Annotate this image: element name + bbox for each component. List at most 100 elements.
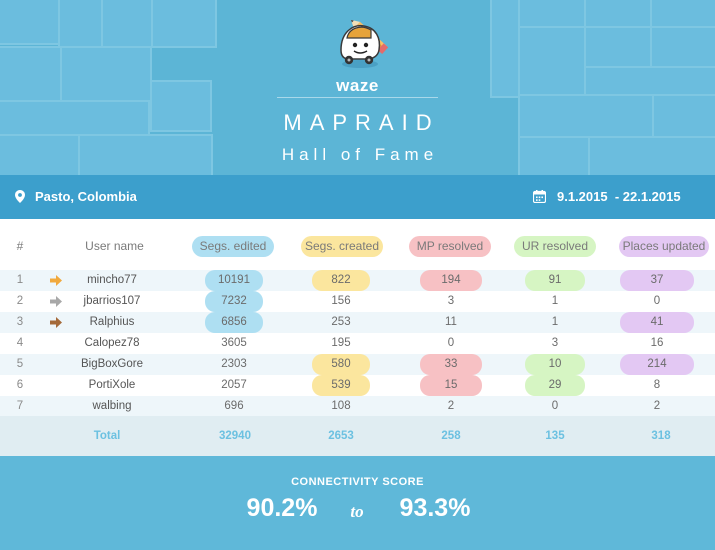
connectivity-score-panel: CONNECTIVITY SCORE 90.2% to 93.3% bbox=[0, 456, 715, 550]
bg-tile bbox=[78, 134, 213, 175]
brand-name: waze bbox=[336, 76, 379, 95]
column-header-user-name: User name bbox=[85, 239, 144, 253]
column-header-segs-created: Segs. created bbox=[301, 236, 383, 257]
map-pin-icon bbox=[15, 190, 25, 203]
bg-tile bbox=[58, 0, 103, 48]
places-updated-value: 0 bbox=[653, 295, 661, 307]
connectivity-score-label: CONNECTIVITY SCORE bbox=[291, 476, 424, 488]
gold-rank-arrow-icon bbox=[50, 275, 62, 286]
segs-created-value: 108 bbox=[331, 400, 351, 412]
total-places-updated: 318 bbox=[651, 430, 671, 442]
user-name: PortiXole bbox=[88, 379, 136, 391]
rank: 2 bbox=[16, 295, 24, 307]
table-row: 3 Ralphius 6856 253 11 1 41 bbox=[0, 312, 715, 333]
rank: 5 bbox=[16, 358, 24, 370]
bg-tile bbox=[650, 0, 715, 28]
table-header: # User name Segs. edited Segs. created M… bbox=[0, 232, 715, 260]
segs-created-value: 195 bbox=[331, 337, 351, 349]
places-updated-value: 2 bbox=[653, 400, 661, 412]
table-row: 2 jbarrios107 7232 156 3 1 0 bbox=[0, 291, 715, 312]
score-start-value: 90.2% bbox=[246, 494, 318, 522]
date-range: 9.1.2015 - 22.1.2015 bbox=[557, 189, 681, 204]
score-to-word: to bbox=[350, 502, 364, 521]
bg-tile bbox=[584, 0, 652, 28]
mp-resolved-value: 3 bbox=[447, 295, 455, 307]
waze-mascot-with-pencil-icon bbox=[340, 19, 389, 68]
mp-resolved-value: 11 bbox=[445, 316, 457, 328]
bg-tile bbox=[60, 46, 152, 102]
mp-resolved-value: 0 bbox=[447, 337, 455, 349]
bg-tile bbox=[650, 26, 715, 68]
total-segs-edited: 32940 bbox=[219, 430, 251, 442]
header-banner: waze MAPRAID Hall of Fame bbox=[0, 0, 715, 175]
column-header-segs-edited: Segs. edited bbox=[192, 236, 274, 257]
rank: 1 bbox=[16, 274, 24, 286]
segs-edited-value: 2303 bbox=[221, 358, 247, 370]
user-name: jbarrios107 bbox=[83, 295, 141, 307]
bg-tile bbox=[0, 0, 60, 45]
mp-resolved-value: 15 bbox=[420, 375, 482, 396]
total-segs-created: 2653 bbox=[328, 430, 354, 442]
segs-created-value: 156 bbox=[331, 295, 351, 307]
silver-rank-arrow-icon bbox=[50, 296, 62, 307]
segs-edited-value: 696 bbox=[224, 400, 244, 412]
total-ur-resolved: 135 bbox=[545, 430, 565, 442]
rank: 6 bbox=[16, 379, 24, 391]
places-updated-value: 214 bbox=[620, 354, 694, 375]
page-subtitle: Hall of Fame bbox=[281, 145, 439, 164]
segs-created-value: 253 bbox=[331, 316, 351, 328]
bg-tile bbox=[518, 136, 590, 175]
column-header-mp-resolved: MP resolved bbox=[409, 236, 491, 257]
bg-tile bbox=[101, 0, 153, 48]
segs-created-value: 822 bbox=[312, 270, 370, 291]
mp-resolved-value: 33 bbox=[420, 354, 482, 375]
column-header-rank: # bbox=[16, 239, 24, 253]
user-name: mincho77 bbox=[87, 274, 137, 286]
segs-edited-value: 10191 bbox=[205, 270, 263, 291]
bg-tile bbox=[518, 26, 586, 96]
table-row: 6 PortiXole 2057 539 15 29 8 bbox=[0, 375, 715, 396]
rank: 3 bbox=[16, 316, 24, 328]
score-end-value: 93.3% bbox=[399, 494, 471, 522]
ur-resolved-value: 3 bbox=[551, 337, 559, 349]
brand-divider bbox=[277, 97, 438, 98]
ur-resolved-value: 91 bbox=[525, 270, 585, 291]
user-name: Calopez78 bbox=[84, 337, 140, 349]
total-row: Total 32940 2653 258 135 318 bbox=[0, 416, 715, 456]
bg-tile bbox=[518, 0, 586, 28]
calendar-icon bbox=[533, 190, 546, 203]
segs-edited-value: 6856 bbox=[205, 312, 263, 333]
ur-resolved-value: 1 bbox=[551, 295, 559, 307]
user-name: BigBoxGore bbox=[80, 358, 143, 370]
table-row: 1 mincho77 10191 822 194 91 37 bbox=[0, 270, 715, 291]
table-row: 5 BigBoxGore 2303 580 33 10 214 bbox=[0, 354, 715, 375]
ur-resolved-value: 29 bbox=[525, 375, 585, 396]
ur-resolved-value: 10 bbox=[525, 354, 585, 375]
segs-created-value: 580 bbox=[312, 354, 370, 375]
segs-edited-value: 7232 bbox=[205, 291, 263, 312]
location-date-bar: Pasto, Colombia 9.1.2015 - 22.1.2015 bbox=[0, 175, 715, 219]
segs-edited-value: 2057 bbox=[221, 379, 247, 391]
page-title: MAPRAID bbox=[283, 110, 440, 135]
places-updated-value: 41 bbox=[620, 312, 694, 333]
bronze-rank-arrow-icon bbox=[50, 317, 62, 328]
location-label: Pasto, Colombia bbox=[35, 189, 137, 204]
column-header-ur-resolved: UR resolved bbox=[514, 236, 596, 257]
ur-resolved-value: 1 bbox=[551, 316, 559, 328]
places-updated-value: 8 bbox=[653, 379, 661, 391]
rank: 7 bbox=[16, 400, 24, 412]
column-header-places-updated: Places updated bbox=[619, 236, 709, 257]
table-row: 7 walbing 696 108 2 0 2 bbox=[0, 396, 715, 417]
bg-tile bbox=[518, 94, 654, 138]
bg-tile bbox=[151, 0, 217, 48]
total-mp-resolved: 258 bbox=[441, 430, 461, 442]
segs-created-value: 539 bbox=[312, 375, 370, 396]
user-name: Ralphius bbox=[89, 316, 135, 328]
places-updated-value: 37 bbox=[620, 270, 694, 291]
rank: 4 bbox=[16, 337, 24, 349]
user-name: walbing bbox=[92, 400, 132, 412]
places-updated-value: 16 bbox=[650, 337, 664, 349]
mp-resolved-value: 194 bbox=[420, 270, 482, 291]
total-label: Total bbox=[93, 430, 121, 442]
bg-tile bbox=[588, 136, 715, 175]
